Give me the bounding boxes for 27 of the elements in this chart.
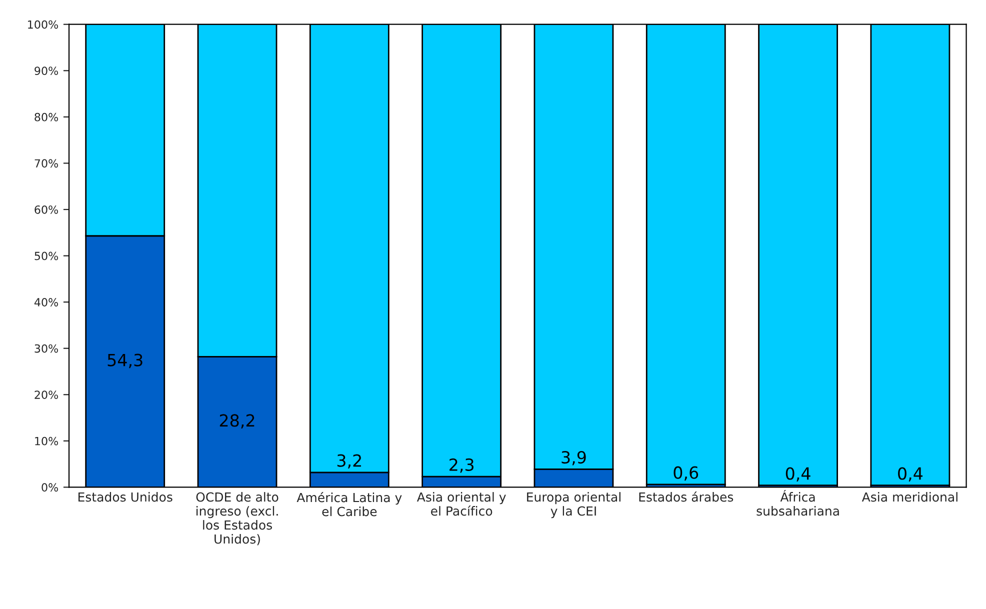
- y-tick-label: 40%: [34, 298, 58, 306]
- data-label: 2,3: [450, 458, 474, 473]
- x-tick-label: OCDE de alto ingreso (excl. los Estados Unidos): [196, 492, 278, 546]
- data-label: 3,2: [337, 454, 361, 469]
- y-tick-label: 0%: [42, 483, 58, 492]
- y-tick-label: 60%: [34, 205, 58, 214]
- x-tick-label: Estados árabes: [639, 492, 734, 502]
- data-label: 0,4: [786, 467, 810, 482]
- data-label: 0,6: [674, 466, 698, 481]
- data-label: 0,4: [898, 467, 923, 482]
- data-label: 54,3: [108, 354, 142, 368]
- y-tick-label: 70%: [34, 159, 58, 168]
- y-tick-label: 30%: [34, 344, 58, 353]
- y-tick-label: 90%: [34, 66, 58, 76]
- x-tick-label: América Latina y el Caribe: [296, 492, 402, 516]
- x-tick-label: Europa oriental y la CEI: [527, 492, 620, 518]
- x-tick-label: Asia meridional: [862, 492, 958, 502]
- x-tick-label: Asia oriental y el Pacífico: [416, 492, 506, 516]
- data-label: 28,2: [220, 414, 254, 428]
- x-tick-label: África subsahariana: [756, 490, 839, 516]
- y-tick-label: 80%: [34, 112, 58, 122]
- y-tick-label: 20%: [34, 390, 58, 400]
- y-tick-label: 50%: [34, 252, 58, 260]
- x-tick-label: Estados Unidos: [78, 492, 172, 502]
- data-label: 3,9: [562, 451, 586, 466]
- y-tick-label: 10%: [35, 436, 58, 446]
- y-tick-label: 100%: [28, 20, 58, 29]
